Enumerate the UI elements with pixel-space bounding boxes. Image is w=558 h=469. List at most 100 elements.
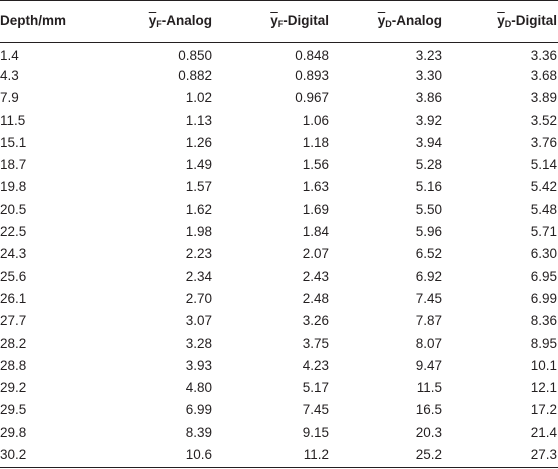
cell-yf-analog: 1.02 — [185, 90, 212, 106]
header-yd-digital-symbol: y — [497, 13, 505, 29]
cell-yf-analog: 3.93 — [185, 357, 212, 373]
cell-yd-digital: 5.42 — [530, 179, 557, 195]
cell-depth: 15.1 — [0, 134, 27, 150]
cell-yd-digital: 3.68 — [530, 67, 557, 83]
cell-yd-analog: 5.50 — [415, 201, 442, 217]
cell-yd-digital: 6.99 — [530, 290, 557, 306]
cell-yf-digital: 5.17 — [302, 380, 329, 396]
cell-yd-analog: 3.30 — [415, 67, 442, 83]
cell-yf-digital: 9.15 — [302, 424, 329, 440]
cell-yd-analog: 9.47 — [415, 357, 442, 373]
cell-depth: 11.5 — [0, 112, 26, 128]
table-row: 24.3 2.23 2.07 6.52 6.30 — [0, 243, 558, 265]
cell-depth: 24.3 — [0, 246, 27, 262]
cell-yd-analog: 5.28 — [415, 157, 442, 173]
cell-yf-digital: 0.967 — [295, 90, 329, 106]
table-row: 1.4 0.850 0.848 3.23 3.36 — [0, 42, 558, 64]
table-header-row: Depth/mm yF-Analog yF-Digital yD-Analog … — [0, 0, 558, 43]
cell-yf-digital: 3.26 — [302, 313, 329, 329]
table-body: 1.4 0.850 0.848 3.23 3.36 4.3 0.882 0.893 3.30 3.… — [0, 42, 558, 466]
table-row: 15.1 1.26 1.18 3.94 3.76 — [0, 131, 558, 153]
cell-yd-digital: 3.52 — [530, 112, 557, 128]
cell-yf-analog: 0.850 — [178, 47, 212, 63]
cell-yf-analog: 8.39 — [185, 424, 212, 440]
cell-yd-digital: 3.76 — [530, 134, 557, 150]
cell-depth: 7.9 — [0, 90, 19, 106]
header-yf-digital-symbol: y — [270, 13, 278, 29]
cell-depth: 1.4 — [0, 47, 19, 63]
table-row: 29.2 4.80 5.17 11.5 12.1 — [0, 376, 558, 398]
cell-yd-analog: 6.92 — [415, 268, 442, 284]
cell-yf-analog: 1.13 — [185, 112, 212, 128]
cell-depth: 29.5 — [0, 402, 27, 418]
cell-yf-analog: 3.07 — [185, 313, 212, 329]
cell-yd-digital: 21.4 — [530, 424, 557, 440]
cell-yf-digital: 4.23 — [302, 357, 329, 373]
cell-depth: 4.3 — [0, 67, 19, 83]
cell-yd-digital: 5.14 — [530, 157, 557, 173]
header-yf-analog: yF-Analog — [95, 0, 213, 43]
cell-depth: 28.2 — [0, 335, 27, 351]
cell-yf-analog: 10.6 — [185, 446, 212, 462]
cell-yf-digital: 1.56 — [302, 157, 329, 173]
cell-yf-digital: 3.75 — [302, 335, 329, 351]
cell-yd-digital: 3.89 — [530, 90, 557, 106]
header-depth-label: Depth/mm — [0, 13, 67, 29]
cell-yf-digital: 1.18 — [302, 134, 329, 150]
cell-yf-digital: 0.848 — [295, 47, 329, 63]
table-row: 11.5 1.13 1.06 3.92 3.52 — [0, 109, 558, 131]
cell-yd-analog: 3.94 — [415, 134, 442, 150]
cell-yd-analog: 3.86 — [415, 90, 442, 106]
cell-yd-analog: 5.96 — [415, 224, 442, 240]
table-row: 19.8 1.57 1.63 5.16 5.42 — [0, 176, 558, 198]
header-yf-digital-suffix: -Digital — [283, 13, 329, 29]
cell-yd-digital: 12.1 — [530, 380, 557, 396]
cell-yf-digital: 2.48 — [302, 290, 329, 306]
cell-yd-analog: 3.23 — [415, 47, 442, 63]
cell-yd-digital: 5.71 — [530, 224, 557, 240]
table-row: 29.8 8.39 9.15 20.3 21.4 — [0, 421, 558, 443]
cell-depth: 20.5 — [0, 201, 27, 217]
cell-yf-analog: 6.99 — [185, 402, 212, 418]
cell-depth: 25.6 — [0, 268, 27, 284]
cell-depth: 19.8 — [0, 179, 27, 195]
table-row: 30.2 10.6 11.2 25.2 27.3 — [0, 443, 558, 465]
cell-yd-analog: 25.2 — [415, 446, 442, 462]
cell-yf-analog: 4.80 — [185, 380, 212, 396]
cell-yf-analog: 1.98 — [185, 224, 212, 240]
header-yd-analog-subscript: D — [385, 19, 392, 30]
header-yf-analog-symbol: y — [148, 13, 157, 29]
table-row: 29.5 6.99 7.45 16.5 17.2 — [0, 399, 558, 421]
cell-depth: 22.5 — [0, 224, 27, 240]
header-yf-analog-suffix: -Analog — [161, 13, 212, 29]
table-row: 27.7 3.07 3.26 7.87 8.36 — [0, 310, 558, 332]
table-row: 22.5 1.98 1.84 5.96 5.71 — [0, 220, 558, 242]
cell-depth: 27.7 — [0, 313, 27, 329]
cell-yf-analog: 3.28 — [185, 335, 212, 351]
cell-yf-digital: 2.07 — [302, 246, 329, 262]
header-yd-digital-suffix: -Digital — [511, 13, 557, 29]
cell-yf-digital: 7.45 — [302, 402, 329, 418]
cell-depth: 26.1 — [0, 290, 27, 306]
table-bottom-rule — [0, 467, 558, 468]
cell-yf-analog: 1.26 — [185, 134, 212, 150]
cell-yd-digital: 5.48 — [530, 201, 557, 217]
cell-depth: 29.2 — [0, 380, 27, 396]
cell-yf-digital: 1.63 — [302, 179, 329, 195]
cell-yd-analog: 11.5 — [416, 380, 442, 396]
cell-yf-analog: 2.34 — [185, 268, 212, 284]
table-row: 7.9 1.02 0.967 3.86 3.89 — [0, 87, 558, 109]
cell-yd-digital: 6.95 — [530, 268, 557, 284]
cell-yf-digital: 1.84 — [302, 224, 329, 240]
cell-yd-digital: 8.36 — [530, 313, 557, 329]
cell-yd-analog: 20.3 — [415, 424, 442, 440]
header-yf-digital: yF-Digital — [213, 0, 330, 43]
cell-yf-digital: 11.2 — [303, 446, 329, 462]
table-row: 26.1 2.70 2.48 7.45 6.99 — [0, 287, 558, 309]
header-yd-digital: yD-Digital — [443, 0, 558, 43]
header-yf-analog-subscript: F — [156, 19, 162, 30]
table-row: 20.5 1.62 1.69 5.50 5.48 — [0, 198, 558, 220]
cell-yd-analog: 8.07 — [415, 335, 442, 351]
